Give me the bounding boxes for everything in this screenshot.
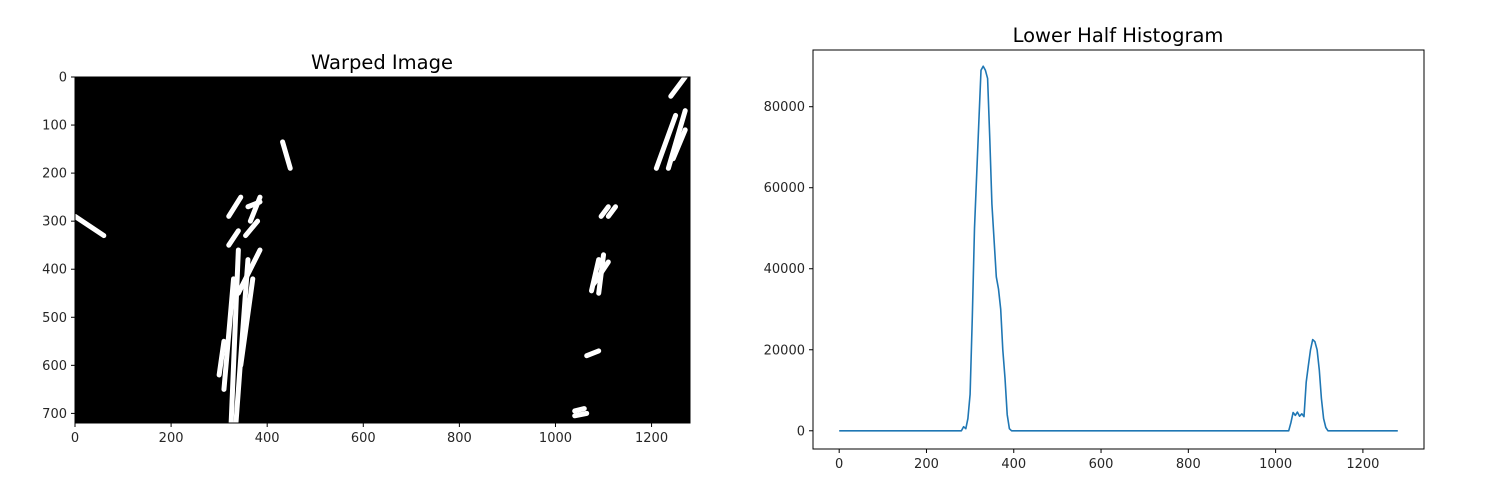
x-tick-label: 0 xyxy=(835,457,843,472)
warped-image-x-axis: 0 200 400 600 800 1000 1200 xyxy=(71,423,668,446)
lane-pixel-streak xyxy=(228,247,241,426)
lane-pixel-streak xyxy=(72,213,107,239)
warped-image-background xyxy=(75,77,690,423)
y-tick-label: 20000 xyxy=(764,343,805,358)
lane-pixel-streak xyxy=(216,338,227,378)
warped-image-title: Warped Image xyxy=(311,51,453,74)
x-tick-label: 400 xyxy=(1001,457,1026,472)
y-tick-label: 60000 xyxy=(764,181,805,196)
x-tick-label: 800 xyxy=(447,431,472,446)
x-tick-label: 600 xyxy=(1089,457,1114,472)
warped-image-panel: Warped Image 0 200 400 600 800 1000 1200 0 100 2… xyxy=(42,51,691,446)
x-tick-label: 0 xyxy=(71,431,79,446)
y-tick-label: 200 xyxy=(42,167,67,182)
warped-image-frame xyxy=(74,76,691,424)
lane-pixel-streak xyxy=(572,406,587,414)
x-tick-label: 1000 xyxy=(539,431,572,446)
lane-pixel-streak xyxy=(591,259,611,287)
y-tick-label: 700 xyxy=(42,407,67,422)
lane-pixel-streak xyxy=(221,276,237,392)
x-tick-label: 400 xyxy=(255,431,280,446)
y-tick-label: 500 xyxy=(42,311,67,326)
histogram-panel: Lower Half Histogram 0 200 400 600 800 1000 12… xyxy=(764,24,1425,472)
y-tick-label: 400 xyxy=(42,263,67,278)
x-tick-label: 1000 xyxy=(1259,457,1292,472)
lane-pixel-streak xyxy=(238,276,256,368)
y-tick-label: 600 xyxy=(42,359,67,374)
x-tick-label: 600 xyxy=(351,431,376,446)
lane-pixel-streak xyxy=(235,247,263,296)
warped-image-y-axis: 0 100 200 300 400 500 600 700 xyxy=(42,71,75,422)
lane-pixel-streak xyxy=(653,112,679,171)
histogram-series-line xyxy=(839,65,1398,432)
lane-pixel-streak xyxy=(670,127,688,162)
lane-pixel-streak xyxy=(605,204,619,219)
histogram-y-axis: 0 20000 40000 60000 80000 xyxy=(764,100,813,439)
lane-pixels xyxy=(72,74,688,426)
histogram-title: Lower Half Histogram xyxy=(1013,24,1224,47)
lane-pixel-streak xyxy=(668,74,688,99)
histogram-x-axis: 0 200 400 600 800 1000 1200 xyxy=(835,449,1379,472)
lane-pixel-streak xyxy=(226,228,241,248)
y-tick-label: 40000 xyxy=(764,262,805,277)
lane-pixel-streak xyxy=(572,410,590,419)
x-tick-label: 200 xyxy=(914,457,939,472)
y-tick-label: 0 xyxy=(59,71,67,86)
x-tick-label: 800 xyxy=(1176,457,1201,472)
histogram-plot-area xyxy=(812,49,1425,450)
lane-pixel-streak xyxy=(243,218,261,239)
y-tick-label: 100 xyxy=(42,119,67,134)
lane-pixel-streak xyxy=(584,348,602,359)
lane-pixel-streak xyxy=(226,194,244,219)
y-tick-label: 80000 xyxy=(764,100,805,115)
lane-pixel-streak xyxy=(598,204,611,219)
x-tick-label: 200 xyxy=(159,431,184,446)
lane-pixel-streak xyxy=(280,139,293,171)
lane-pixel-streak xyxy=(245,199,263,210)
y-tick-label: 0 xyxy=(797,424,805,439)
y-tick-label: 300 xyxy=(42,215,67,230)
x-tick-label: 1200 xyxy=(1346,457,1379,472)
x-tick-label: 1200 xyxy=(635,431,668,446)
